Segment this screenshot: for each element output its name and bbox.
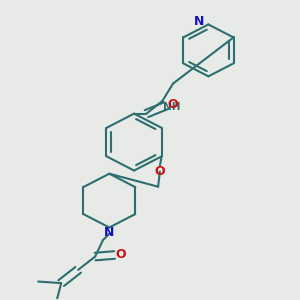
Text: O: O	[167, 98, 178, 111]
Text: O: O	[154, 165, 165, 178]
Text: O: O	[116, 248, 126, 262]
Text: NH: NH	[163, 102, 181, 112]
Text: N: N	[194, 15, 205, 28]
Text: N: N	[104, 226, 115, 239]
